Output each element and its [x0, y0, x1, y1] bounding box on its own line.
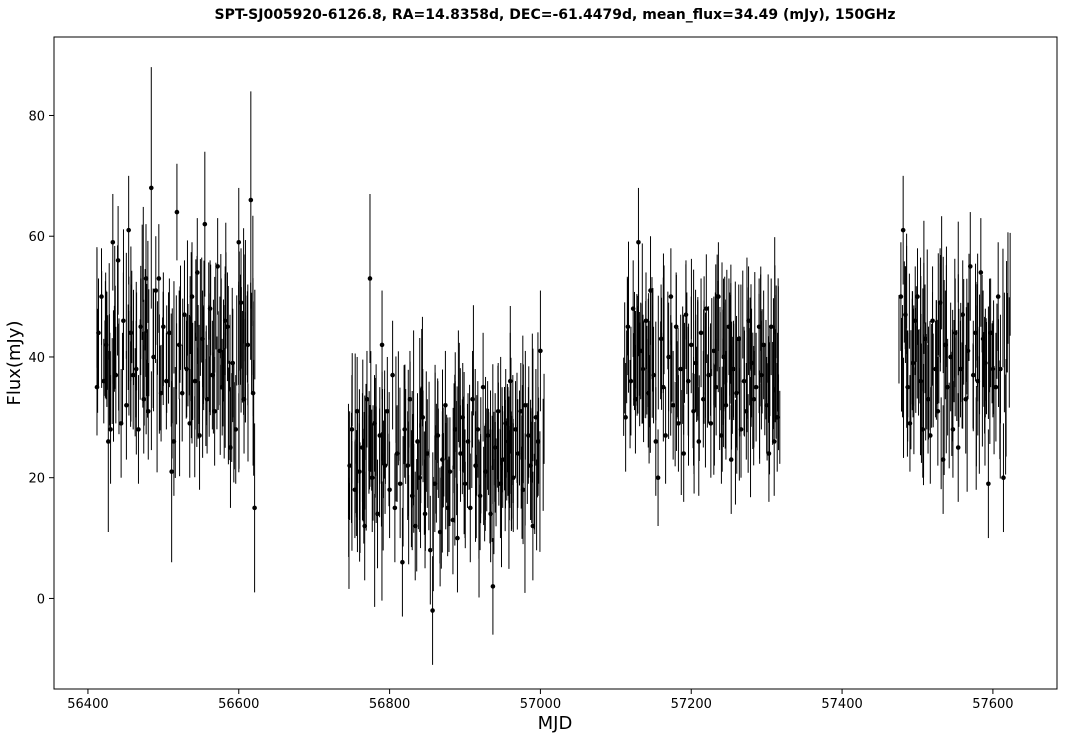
data-point-84: [400, 559, 405, 565]
data-point-80: [390, 372, 395, 378]
data-point-152: [653, 439, 659, 444]
data-point-62: [252, 505, 257, 511]
data-point-236: [986, 481, 991, 487]
y-tick-label-3: 60: [28, 230, 45, 245]
data-point-96: [430, 608, 435, 613]
data-point-141: [625, 324, 631, 330]
data-point-182: [728, 457, 734, 462]
data-point-142: [628, 378, 634, 384]
x-tick-label-5: 57400: [821, 697, 862, 712]
data-point-161: [676, 421, 681, 426]
data-point-106: [455, 535, 460, 541]
data-point-71: [367, 276, 373, 281]
data-point-48: [215, 264, 220, 269]
data-point-139: [538, 348, 543, 354]
data-point-43: [202, 221, 208, 227]
x-tick-label-6: 57600: [972, 697, 1013, 712]
data-point-192: [753, 384, 759, 390]
data-point-156: [663, 433, 668, 438]
data-point-180: [723, 402, 729, 408]
data-point-201: [898, 294, 904, 299]
data-point-22: [148, 185, 154, 191]
data-point-112: [470, 396, 475, 402]
data-point-78: [385, 408, 390, 414]
data-point-101: [443, 402, 448, 408]
x-tick-label-4: 57200: [671, 697, 712, 712]
y-tick-label-2: 40: [28, 351, 45, 366]
data-point-90: [415, 439, 420, 444]
data-point-111: [467, 505, 473, 511]
data-point-140: [623, 415, 628, 420]
y-tick-label-0: 0: [37, 592, 45, 607]
data-point-56: [236, 239, 242, 245]
data-point-34: [179, 390, 185, 396]
data-point-13: [126, 227, 131, 233]
data-point-240: [995, 294, 1001, 299]
y-tick-label-1: 20: [28, 472, 45, 487]
chart-title: SPT-SJ005920-6126.8, RA=14.8358d, DEC=-6…: [215, 7, 896, 23]
data-point-95: [428, 547, 433, 553]
data-point-133: [523, 402, 528, 408]
x-axis-label: MJD: [538, 713, 573, 734]
data-point-32: [174, 209, 180, 215]
data-point-66: [354, 408, 360, 414]
y-tick-label-4: 80: [28, 109, 45, 124]
data-point-159: [670, 402, 676, 408]
data-point-116: [480, 384, 486, 390]
data-point-145: [636, 239, 641, 245]
x-tick-label-0: 56400: [67, 697, 108, 712]
data-point-213: [928, 433, 933, 438]
x-tick-label-2: 56800: [369, 697, 410, 712]
data-point-76: [379, 342, 385, 348]
data-point-7: [110, 239, 116, 245]
data-point-35: [182, 312, 187, 318]
data-point-233: [978, 270, 984, 275]
data-point-153: [655, 475, 661, 481]
data-point-239: [993, 384, 999, 390]
plot-frame: [53, 36, 1058, 690]
data-point-197: [766, 451, 772, 456]
data-point-17: [136, 427, 141, 432]
data-point-205: [907, 421, 913, 426]
x-tick-label-3: 57000: [520, 697, 561, 712]
data-point-83: [397, 481, 403, 487]
data-point-12: [124, 402, 129, 408]
data-point-25: [156, 276, 162, 281]
data-point-222: [950, 427, 956, 432]
data-point-171: [701, 396, 706, 402]
data-point-147: [640, 366, 646, 372]
data-point-81: [392, 505, 398, 511]
data-point-21: [145, 408, 151, 414]
x-tick-label-1: 56600: [218, 697, 259, 712]
data-point-174: [708, 421, 714, 426]
data-point-202: [900, 227, 906, 233]
data-point-158: [668, 294, 674, 299]
data-point-166: [688, 342, 694, 348]
data-point-172: [704, 306, 709, 311]
data-point-72: [369, 475, 375, 481]
data-point-162: [678, 366, 683, 372]
data-point-5: [105, 439, 111, 444]
y-axis-label: Flux(mJy): [4, 321, 25, 406]
data-point-224: [955, 445, 961, 450]
data-point-163: [681, 451, 687, 456]
data-point-114: [475, 427, 481, 432]
axis-ticks: 56400 56600 56800 57000 57200 57400 57600 0 20 40…: [28, 109, 1013, 712]
data-point-170: [698, 330, 704, 336]
data-point-120: [490, 584, 496, 589]
data-points: [94, 67, 1011, 665]
data-point-9: [115, 258, 121, 263]
data-point-104: [450, 517, 456, 523]
data-point-30: [169, 469, 174, 474]
data-point-242: [1001, 475, 1006, 481]
data-point-60: [248, 197, 254, 203]
